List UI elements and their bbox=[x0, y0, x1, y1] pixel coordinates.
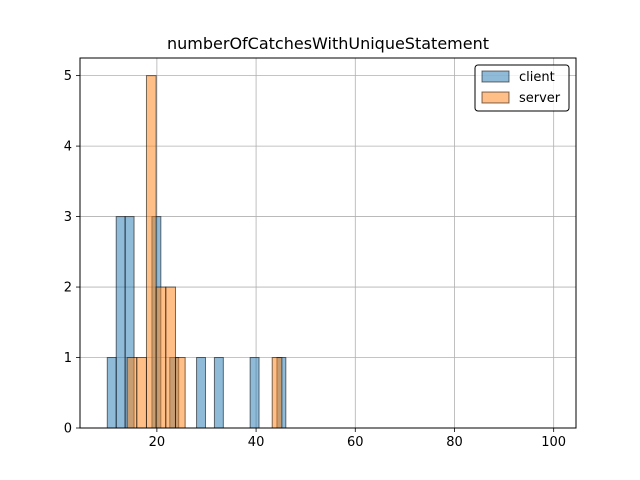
y-tick-label: 0 bbox=[64, 422, 72, 437]
y-tick-label: 4 bbox=[64, 140, 72, 155]
bar-client bbox=[213, 357, 224, 429]
legend-swatch-client bbox=[481, 70, 510, 83]
histogram-bars bbox=[106, 75, 287, 429]
bar-server bbox=[174, 357, 186, 429]
axes-frame bbox=[79, 57, 577, 429]
y-tick-label: 2 bbox=[64, 281, 72, 296]
bar-server bbox=[271, 357, 283, 429]
legend-label-client: client bbox=[519, 70, 555, 85]
y-tick-label: 1 bbox=[64, 351, 72, 366]
legend-swatch-server bbox=[481, 91, 510, 104]
legend: client server bbox=[474, 64, 570, 112]
y-tick-label: 3 bbox=[64, 210, 72, 225]
bar-server bbox=[136, 357, 147, 429]
axes: 20 40 60 80 100 0 1 2 3 4 5 bbox=[64, 57, 577, 450]
bar-client bbox=[106, 357, 117, 429]
chart-title: numberOfCatchesWithUniqueStatement bbox=[167, 34, 489, 53]
y-tick-label: 5 bbox=[64, 69, 72, 84]
bar-server bbox=[126, 357, 138, 429]
bar-client bbox=[115, 216, 126, 429]
bar-client bbox=[249, 357, 260, 429]
x-tick-label: 100 bbox=[541, 435, 566, 450]
x-tick-label: 60 bbox=[347, 435, 364, 450]
bar-client bbox=[196, 357, 206, 429]
bar-server bbox=[155, 286, 167, 429]
bar-server bbox=[145, 75, 157, 429]
x-tick-label: 20 bbox=[149, 435, 166, 450]
legend-label-server: server bbox=[519, 91, 561, 106]
bar-server bbox=[165, 286, 176, 429]
x-tick-label: 80 bbox=[446, 435, 463, 450]
x-tick-label: 40 bbox=[248, 435, 265, 450]
